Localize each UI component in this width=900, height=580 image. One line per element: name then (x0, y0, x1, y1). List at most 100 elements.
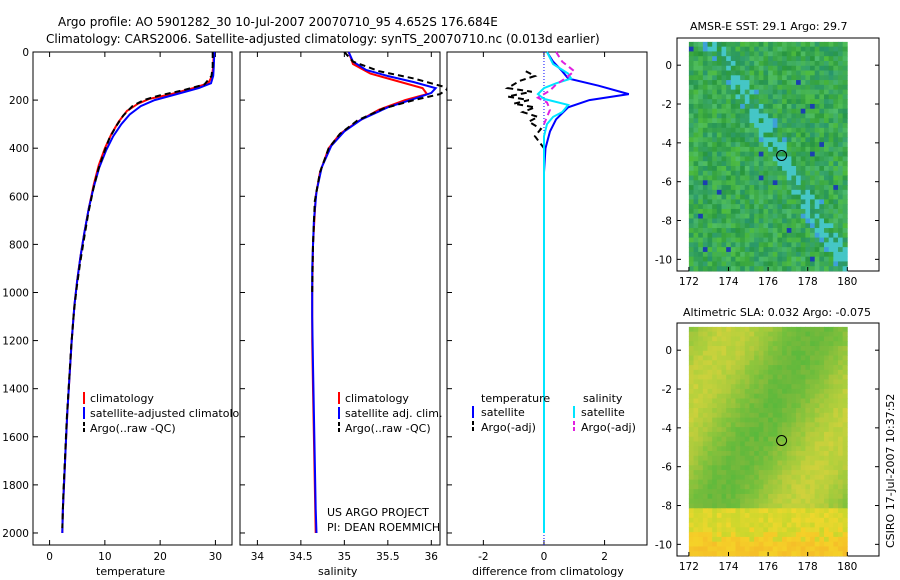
heatmap-cell (837, 189, 844, 196)
heatmap-cell (698, 513, 704, 519)
heatmap-cell (786, 189, 792, 196)
heatmap-cell (810, 474, 816, 481)
heatmap-cell (814, 204, 820, 210)
heatmap-cell (782, 436, 788, 442)
heatmap-cell (796, 103, 802, 110)
heatmap-cell (814, 132, 820, 138)
heatmap-cell (796, 384, 802, 390)
heatmap-cell (698, 341, 704, 347)
heatmap-cell (763, 412, 769, 418)
heatmap-cell (837, 403, 844, 409)
heatmap-cell (688, 194, 694, 200)
heatmap-cell (837, 142, 844, 148)
heatmap-cell (763, 142, 769, 148)
heatmap-cell (749, 393, 755, 399)
heatmap-cell (763, 336, 769, 342)
heatmap-cell (726, 137, 732, 143)
heatmap-cell (698, 247, 704, 253)
heatmap-cell (833, 51, 839, 57)
heatmap-cell (828, 455, 834, 461)
heatmap-cell (777, 393, 783, 399)
heatmap-cell (726, 60, 732, 67)
heatmap-cell (721, 465, 727, 471)
heatmap-cell (726, 242, 732, 248)
heatmap-cell (786, 70, 792, 76)
heatmap-cell (744, 228, 750, 234)
heatmap-cell (828, 450, 834, 457)
heatmap-cell (819, 137, 825, 143)
heatmap-cell (726, 532, 732, 538)
heatmap-cell (833, 165, 839, 172)
heatmap-cell (814, 379, 820, 385)
heatmap-cell (772, 384, 778, 390)
heatmap-cell (744, 94, 750, 100)
heatmap-cell (740, 379, 746, 385)
heatmap-cell (824, 213, 830, 219)
heatmap-cell (772, 223, 778, 229)
heatmap-cell (796, 51, 802, 57)
heatmap-cell (740, 441, 746, 447)
heatmap-cell (768, 113, 774, 119)
heatmap-cell (744, 223, 750, 229)
heatmap-cell (702, 513, 708, 519)
heatmap-cell (726, 127, 732, 133)
heatmap-cell (744, 455, 750, 461)
heatmap-cell (707, 146, 713, 153)
heatmap-cell (819, 232, 825, 238)
heatmap-cell (693, 51, 699, 57)
sla-map-panel: Altimetric SLA: 0.032 Argo: -0.075 172 17… (655, 306, 880, 573)
heatmap-cell (837, 455, 844, 461)
heatmap-cell (763, 70, 769, 76)
heatmap-cell (777, 384, 783, 390)
heatmap-cell (796, 388, 802, 395)
heatmap-cell (754, 189, 760, 196)
heatmap-cell (786, 94, 792, 100)
heatmap-cell (833, 412, 839, 418)
heatmap-cell (814, 427, 820, 433)
heatmap-cell (768, 256, 774, 262)
heatmap-cell (810, 266, 816, 272)
heatmap-cell (819, 180, 825, 186)
heatmap-cell (735, 379, 741, 385)
heatmap-cell (688, 522, 694, 528)
heatmap-cell (842, 46, 848, 52)
heatmap-cell (721, 427, 727, 433)
heatmap-cell (716, 489, 722, 495)
heatmap-cell (707, 541, 713, 547)
heatmap-cell (791, 118, 797, 124)
heatmap-cell (805, 247, 811, 253)
heatmap-cell (763, 218, 769, 224)
heatmap-cell (810, 256, 816, 262)
heatmap-cell (791, 199, 797, 205)
heatmap-cell (693, 251, 699, 258)
heatmap-cell (693, 455, 699, 461)
heatmap-cell (688, 331, 694, 337)
heatmap-cell (782, 127, 788, 133)
heatmap-cell (782, 412, 788, 418)
heatmap-cell (693, 384, 699, 390)
heatmap-cell (754, 65, 760, 71)
heatmap-cell (824, 251, 830, 258)
heatmap-cell (828, 256, 834, 262)
heatmap-cell (721, 484, 727, 490)
heatmap-cell (730, 127, 736, 133)
heatmap-cell (698, 228, 704, 234)
heatmap-cell (768, 251, 774, 258)
heatmap-cell (837, 261, 844, 267)
heatmap-cell (842, 412, 848, 418)
heatmap-cell (819, 99, 825, 105)
heatmap-cell (754, 388, 760, 395)
heatmap-cell (777, 65, 783, 71)
heatmap-cell (740, 113, 746, 119)
heatmap-cell (828, 393, 834, 399)
heatmap-cell (707, 89, 713, 95)
heatmap-cell (763, 479, 769, 485)
heatmap-cell (758, 199, 764, 205)
heatmap-cell (735, 384, 741, 390)
heatmap-cell (688, 185, 694, 191)
y-tick-label: -2 (662, 99, 672, 111)
heatmap-cell (772, 51, 778, 57)
heatmap-cell (758, 465, 764, 471)
heatmap-cell (824, 65, 830, 71)
heatmap-cell (768, 261, 774, 267)
